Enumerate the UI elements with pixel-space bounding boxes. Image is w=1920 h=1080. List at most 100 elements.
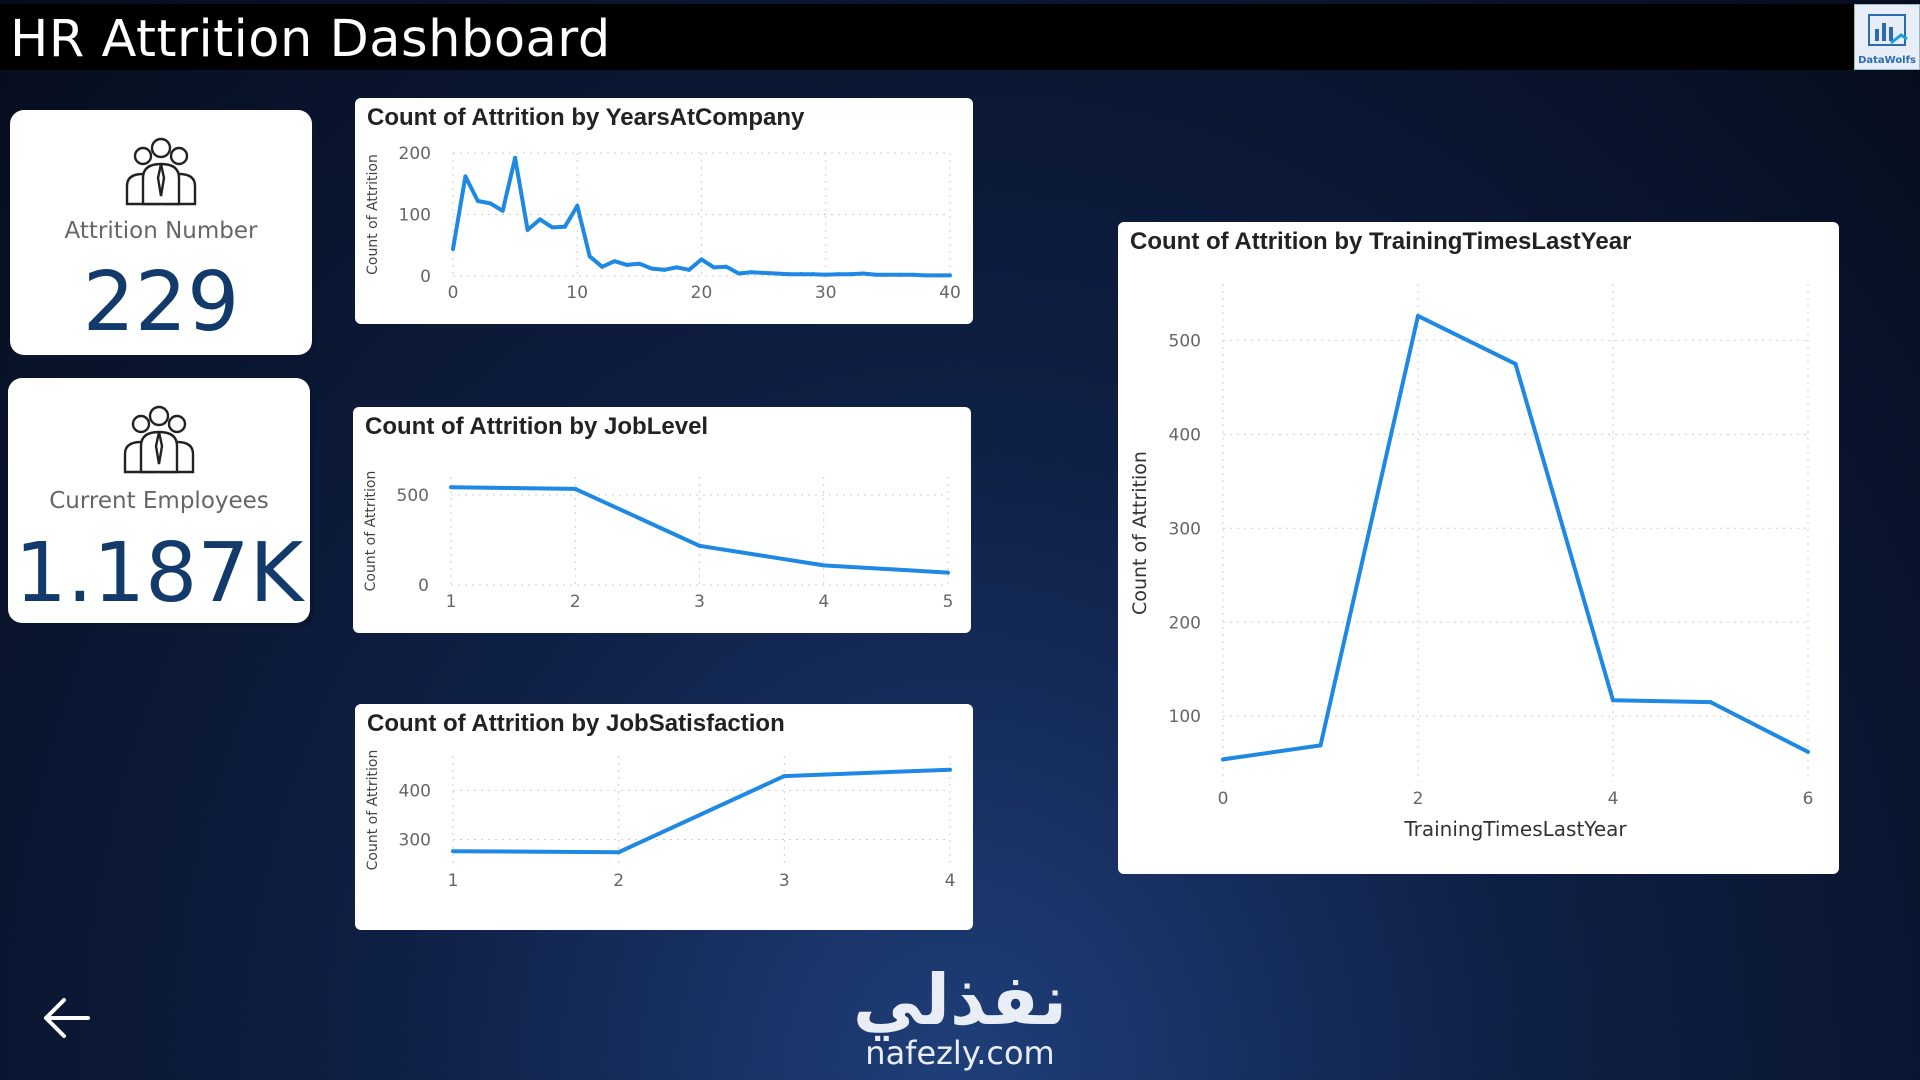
y-axis-label: Count of Attrition bbox=[363, 471, 379, 592]
data-point bbox=[637, 261, 642, 266]
data-point bbox=[575, 203, 580, 208]
data-point bbox=[697, 543, 702, 548]
data-point bbox=[1806, 749, 1810, 754]
data-point bbox=[674, 265, 679, 270]
y-tick-label: 300 bbox=[1169, 519, 1201, 539]
data-point bbox=[662, 267, 667, 272]
y-tick-label: 0 bbox=[420, 267, 431, 287]
data-point bbox=[525, 227, 530, 232]
series-line bbox=[1222, 313, 1809, 762]
data-point bbox=[537, 217, 542, 222]
data-point bbox=[935, 273, 940, 278]
data-point bbox=[786, 272, 791, 277]
chart-svg: 1 2 3 4 5 0 500 Count of Attrition bbox=[363, 471, 954, 612]
people-group-icon bbox=[125, 137, 197, 206]
chart-title: Count of Attrition by TrainingTimesLastY… bbox=[1130, 228, 1632, 255]
x-tick-label: 10 bbox=[566, 283, 588, 303]
x-axis-label: TrainingTimesLastYear bbox=[1403, 817, 1627, 841]
kpi-label: Current Employees bbox=[49, 488, 269, 514]
x-tick-label: 4 bbox=[1608, 789, 1619, 809]
y-tick-label: 200 bbox=[1169, 613, 1201, 633]
data-point bbox=[774, 271, 779, 276]
y-tick-label: 500 bbox=[1169, 331, 1201, 351]
data-point bbox=[500, 208, 505, 213]
chart-svg: 0 10 20 30 40 0 100 200 Count of Attrition bbox=[365, 144, 961, 303]
x-tick-label: 2 bbox=[1413, 789, 1424, 809]
x-tick-label: 3 bbox=[779, 871, 790, 891]
y-axis-label: Count of Attrition bbox=[365, 154, 381, 275]
data-point bbox=[600, 264, 605, 269]
data-point bbox=[782, 774, 787, 779]
y-tick-label: 100 bbox=[399, 206, 431, 226]
data-point bbox=[761, 270, 766, 275]
data-point bbox=[550, 225, 555, 230]
y-tick-label: 0 bbox=[418, 576, 429, 596]
y-axis-label: Count of Attrition bbox=[365, 750, 381, 871]
data-point bbox=[463, 174, 468, 179]
y-axis-label: Count of Attrition bbox=[1129, 451, 1151, 615]
x-tick-label: 6 bbox=[1803, 789, 1814, 809]
y-tick-label: 500 bbox=[397, 486, 429, 506]
data-point bbox=[711, 265, 716, 270]
x-tick-label: 4 bbox=[818, 592, 829, 612]
data-point bbox=[451, 246, 455, 251]
data-point bbox=[562, 224, 567, 229]
x-tick-label: 3 bbox=[694, 592, 705, 612]
data-point bbox=[1611, 698, 1615, 703]
series-line bbox=[450, 485, 949, 575]
y-tick-label: 300 bbox=[399, 830, 431, 850]
watermark-url: nafezly.com bbox=[865, 1034, 1055, 1072]
x-tick-label: 2 bbox=[613, 871, 624, 891]
x-tick-label: 0 bbox=[448, 283, 459, 303]
x-tick-label: 20 bbox=[691, 283, 713, 303]
people-group-icon bbox=[123, 405, 195, 474]
x-tick-label: 40 bbox=[939, 283, 961, 303]
series-line bbox=[452, 767, 951, 855]
y-tick-label: 100 bbox=[1169, 707, 1201, 727]
data-point bbox=[946, 570, 950, 575]
x-tick-label: 1 bbox=[446, 592, 457, 612]
data-point bbox=[724, 264, 729, 269]
data-point bbox=[616, 850, 621, 855]
y-tick-label: 400 bbox=[1169, 425, 1201, 445]
data-point bbox=[1708, 700, 1713, 705]
data-point bbox=[624, 262, 629, 267]
data-point bbox=[873, 272, 878, 277]
data-point bbox=[836, 272, 841, 277]
watermark: نفذلي nafezly.com bbox=[850, 965, 1070, 1071]
chart-years-at-company[interactable]: 0 10 20 30 40 0 100 200 Count of Attrition Count… bbox=[355, 98, 973, 324]
data-point bbox=[861, 271, 866, 276]
arrow-left-icon[interactable] bbox=[38, 990, 94, 1046]
data-point bbox=[736, 271, 741, 276]
data-point bbox=[513, 155, 518, 160]
chart-training-times[interactable]: 0 2 4 6 100 200 300 400 500 Count of Attrition Tra… bbox=[1118, 222, 1839, 874]
datawolfs-logo: DataWolfs bbox=[1854, 4, 1920, 70]
data-point bbox=[1416, 313, 1420, 318]
chart-title: Count of Attrition by JobLevel bbox=[365, 413, 709, 440]
x-tick-label: 30 bbox=[815, 283, 837, 303]
title-bar: HR Attrition Dashboard bbox=[0, 4, 1920, 70]
kpi-current-employees: Current Employees 1.187K bbox=[8, 378, 310, 623]
page-title: HR Attrition Dashboard bbox=[10, 10, 611, 69]
data-point bbox=[823, 272, 828, 277]
y-tick-label: 400 bbox=[399, 781, 431, 801]
chart-svg: 0 2 4 6 100 200 300 400 500 Count of Attrition Tra… bbox=[1129, 284, 1814, 841]
data-point bbox=[910, 272, 915, 277]
y-tick-label: 200 bbox=[399, 144, 431, 164]
data-point bbox=[798, 272, 803, 277]
chart-job-satisfaction[interactable]: 1 2 3 4 300 400 Count of Attrition Count of At… bbox=[355, 704, 973, 930]
chart-job-level[interactable]: 1 2 3 4 5 0 500 Count of Attrition Count of Att… bbox=[353, 407, 971, 633]
kpi-value: 229 bbox=[82, 255, 240, 350]
data-point bbox=[848, 272, 853, 277]
data-point bbox=[612, 259, 617, 264]
chart-svg: 1 2 3 4 300 400 Count of Attrition bbox=[365, 750, 955, 891]
data-point bbox=[587, 254, 592, 259]
data-point bbox=[749, 270, 754, 275]
x-tick-label: 1 bbox=[448, 871, 459, 891]
data-point bbox=[1221, 757, 1225, 762]
x-tick-label: 2 bbox=[570, 592, 581, 612]
data-point bbox=[1318, 743, 1323, 748]
chart-title: Count of Attrition by YearsAtCompany bbox=[367, 104, 805, 131]
logo-text: DataWolfs bbox=[1858, 55, 1916, 66]
x-tick-label: 5 bbox=[943, 592, 954, 612]
